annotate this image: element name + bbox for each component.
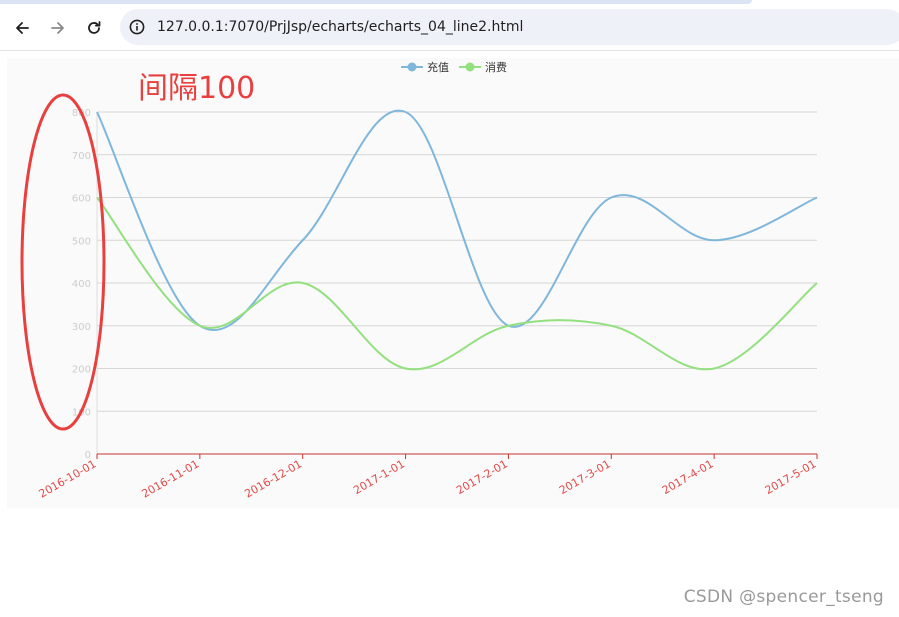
reload-icon — [88, 21, 101, 34]
tab-strip — [0, 0, 899, 6]
x-tick-label: 2016-10-01 — [37, 457, 99, 500]
y-tick-label: 400 — [72, 279, 91, 290]
annotation-text: 间隔100 — [138, 71, 255, 106]
y-tick-label: 200 — [72, 365, 91, 376]
y-tick-label: 500 — [72, 236, 91, 247]
y-tick-label: 300 — [72, 322, 91, 333]
x-tick-label: 2017-1-01 — [351, 457, 407, 497]
annotation-ellipse — [20, 93, 106, 431]
x-tick-label: 2016-11-01 — [139, 457, 201, 500]
x-tick-label: 2016-12-01 — [242, 457, 304, 500]
active-tab[interactable] — [0, 0, 752, 4]
x-tick-label: 2017-5-01 — [763, 457, 819, 497]
arrow-left-icon — [16, 22, 29, 34]
x-tick-label: 2017-2-01 — [454, 457, 510, 497]
y-tick-label: 700 — [72, 151, 91, 162]
x-tick-label: 2017-3-01 — [557, 457, 613, 497]
forward-button[interactable] — [44, 14, 72, 42]
series-line-1 — [96, 109, 818, 332]
legend-label: 消费 — [485, 60, 507, 74]
chart-panel: 0 100 200 300 400 500 600 700 800 2016-10-01 2016-… — [7, 58, 899, 508]
legend-swatch-marker — [407, 62, 417, 72]
series-line-2 — [96, 196, 818, 371]
info-icon[interactable] — [129, 19, 145, 35]
x-tick-label: 2017-4-01 — [660, 457, 716, 497]
watermark: CSDN @spencer_tseng — [683, 587, 884, 607]
y-tick-label: 0 — [85, 450, 91, 461]
address-bar[interactable]: 127.0.0.1:7070/PrjJsp/echarts/echarts_04… — [120, 9, 899, 45]
back-button[interactable] — [8, 14, 36, 42]
browser-toolbar: 127.0.0.1:7070/PrjJsp/echarts/echarts_04… — [0, 6, 899, 51]
y-tick-label: 600 — [72, 194, 91, 205]
arrow-right-icon — [51, 22, 64, 34]
url-text[interactable]: 127.0.0.1:7070/PrjJsp/echarts/echarts_04… — [157, 19, 524, 35]
legend-label: 充值 — [427, 60, 449, 74]
legend-swatch-marker — [465, 62, 475, 72]
reload-button[interactable] — [80, 14, 108, 42]
